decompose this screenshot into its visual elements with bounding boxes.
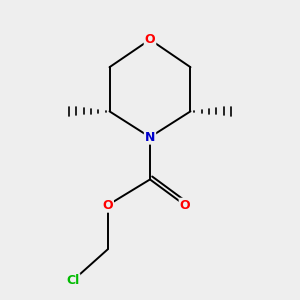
Text: N: N [145,130,155,144]
Text: O: O [180,199,190,212]
Text: O: O [102,199,113,212]
Text: Cl: Cl [66,274,79,287]
Text: O: O [145,33,155,46]
